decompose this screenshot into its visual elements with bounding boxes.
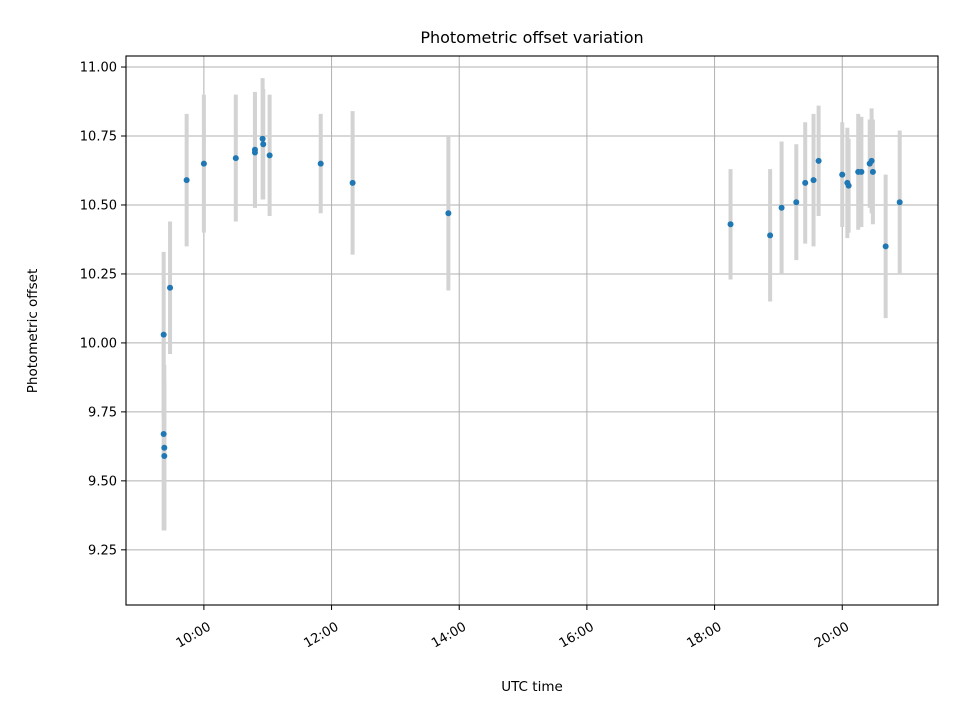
data-point [767,232,774,239]
chart-title: Photometric offset variation [420,28,643,47]
data-point [845,182,852,189]
y-tick-label: 9.50 [88,474,117,489]
data-point [802,179,809,186]
data-point [160,430,167,437]
data-point [349,179,356,186]
y-tick-label: 10.00 [80,336,117,351]
y-tick-label: 11.00 [80,61,117,76]
y-tick-label: 10.50 [80,198,117,213]
data-point [161,444,168,451]
data-point [815,157,822,164]
data-point [793,199,800,206]
data-point [317,160,324,167]
data-point [266,152,273,159]
data-point [869,168,876,175]
y-tick-label: 10.25 [80,267,117,282]
plot-frame [125,55,939,606]
y-axis: 9.25 9.50 9.75 10.00 10.25 10.50 10.75 11.00 [80,61,126,558]
data-point [882,243,889,250]
x-axis-label: UTC time [501,679,563,695]
y-tick-label: 9.75 [88,405,117,420]
data-point [232,155,239,162]
data-point [839,171,846,178]
point-layer [160,135,903,460]
data-point [896,199,903,206]
data-point [183,177,190,184]
data-point [445,210,452,217]
data-point [161,453,168,460]
data-point [251,149,258,156]
data-point [858,168,865,175]
data-point [727,221,734,228]
data-point [868,157,875,164]
data-point [260,141,267,148]
data-point [778,204,785,211]
data-point [200,160,207,167]
y-tick-label: 9.25 [88,543,117,558]
data-point [259,135,266,142]
data-point [810,177,817,184]
y-axis-label: Photometric offset [25,269,41,393]
data-point [160,331,167,338]
data-point [167,284,174,291]
y-tick-label: 10.75 [80,130,117,145]
